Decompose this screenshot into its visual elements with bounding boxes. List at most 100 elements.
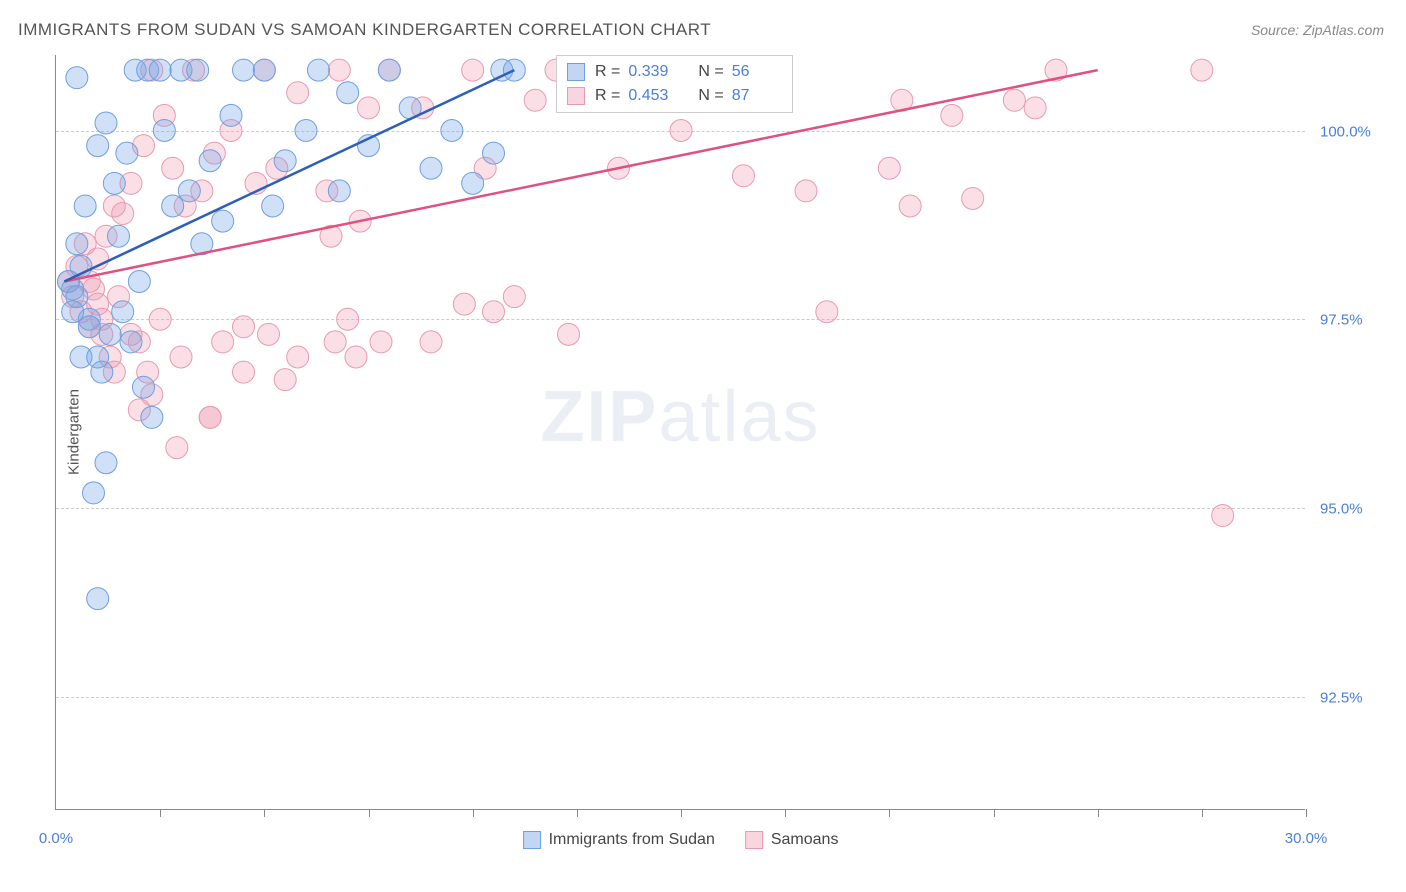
data-point xyxy=(87,588,109,610)
legend-series-swatch-2 xyxy=(745,831,763,849)
x-tick xyxy=(1202,809,1203,817)
x-tick xyxy=(577,809,578,817)
data-point xyxy=(162,195,184,217)
scatter-svg xyxy=(56,55,1305,809)
data-point xyxy=(1003,89,1025,111)
data-point xyxy=(116,142,138,164)
data-point xyxy=(178,180,200,202)
r-value-1: 0.339 xyxy=(628,63,678,81)
x-tick xyxy=(994,809,995,817)
legend-series-swatch-1 xyxy=(523,831,541,849)
data-point xyxy=(328,59,350,81)
n-value-2: 87 xyxy=(732,87,782,105)
legend-series-2: Samoans xyxy=(745,831,839,849)
data-point xyxy=(483,142,505,164)
data-point xyxy=(83,482,105,504)
data-point xyxy=(95,452,117,474)
data-point xyxy=(258,323,280,345)
legend-row-1: R = 0.339 N = 56 xyxy=(567,60,782,84)
data-point xyxy=(149,308,171,330)
data-point xyxy=(233,59,255,81)
legend-series-label-2: Samoans xyxy=(771,831,839,849)
data-point xyxy=(66,67,88,89)
r-label-2: R = xyxy=(595,87,620,105)
data-point xyxy=(95,112,117,134)
data-point xyxy=(1191,59,1213,81)
data-point xyxy=(295,120,317,142)
x-tick xyxy=(785,809,786,817)
data-point xyxy=(324,331,346,353)
data-point xyxy=(153,120,175,142)
data-point xyxy=(233,361,255,383)
data-point xyxy=(212,210,234,232)
y-tick-label: 95.0% xyxy=(1320,501,1390,518)
data-point xyxy=(962,187,984,209)
x-tick xyxy=(681,809,682,817)
data-point xyxy=(558,323,580,345)
data-point xyxy=(1212,505,1234,527)
data-point xyxy=(345,346,367,368)
data-point xyxy=(941,104,963,126)
data-point xyxy=(112,301,134,323)
chart-title: IMMIGRANTS FROM SUDAN VS SAMOAN KINDERGA… xyxy=(18,20,711,40)
data-point xyxy=(187,59,209,81)
source-label: Source: ZipAtlas.com xyxy=(1251,22,1384,38)
y-tick-label: 100.0% xyxy=(1320,123,1390,140)
legend-series: Immigrants from Sudan Samoans xyxy=(523,831,839,849)
x-tick xyxy=(369,809,370,817)
data-point xyxy=(199,150,221,172)
data-point xyxy=(1024,97,1046,119)
data-point xyxy=(91,361,113,383)
data-point xyxy=(308,59,330,81)
data-point xyxy=(162,157,184,179)
data-point xyxy=(816,301,838,323)
data-point xyxy=(99,323,121,345)
legend-series-label-1: Immigrants from Sudan xyxy=(549,831,715,849)
data-point xyxy=(503,286,525,308)
data-point xyxy=(453,293,475,315)
data-point xyxy=(253,59,275,81)
data-point xyxy=(220,104,242,126)
data-point xyxy=(358,97,380,119)
data-point xyxy=(74,195,96,217)
data-point xyxy=(287,346,309,368)
data-point xyxy=(328,180,350,202)
data-point xyxy=(62,301,84,323)
x-tick xyxy=(160,809,161,817)
data-point xyxy=(795,180,817,202)
data-point xyxy=(420,331,442,353)
data-point xyxy=(503,59,525,81)
data-point xyxy=(149,59,171,81)
x-tick xyxy=(473,809,474,817)
data-point xyxy=(462,59,484,81)
data-point xyxy=(733,165,755,187)
data-point xyxy=(274,150,296,172)
data-point xyxy=(370,331,392,353)
y-tick-label: 97.5% xyxy=(1320,312,1390,329)
data-point xyxy=(141,406,163,428)
data-point xyxy=(133,376,155,398)
data-point xyxy=(199,406,221,428)
data-point xyxy=(274,369,296,391)
data-point xyxy=(262,195,284,217)
data-point xyxy=(170,346,192,368)
legend-row-2: R = 0.453 N = 87 xyxy=(567,84,782,108)
n-value-1: 56 xyxy=(732,63,782,81)
data-point xyxy=(670,120,692,142)
legend-swatch-1 xyxy=(567,63,585,81)
x-tick xyxy=(264,809,265,817)
data-point xyxy=(66,233,88,255)
data-point xyxy=(103,172,125,194)
data-point xyxy=(128,271,150,293)
data-point xyxy=(483,301,505,323)
r-value-2: 0.453 xyxy=(628,87,678,105)
r-label-1: R = xyxy=(595,63,620,81)
data-point xyxy=(233,316,255,338)
data-point xyxy=(441,120,463,142)
data-point xyxy=(120,331,142,353)
n-label-1: N = xyxy=(698,63,723,81)
x-tick-label: 0.0% xyxy=(39,830,73,847)
data-point xyxy=(166,437,188,459)
data-point xyxy=(337,82,359,104)
y-tick-label: 92.5% xyxy=(1320,689,1390,706)
